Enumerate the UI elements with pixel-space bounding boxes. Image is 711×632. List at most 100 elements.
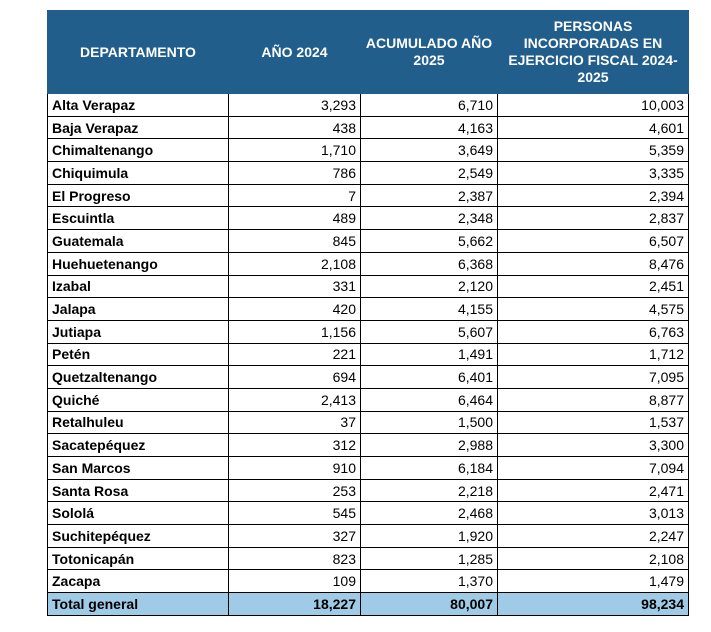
table-row: Jalapa 420 4,155 4,575	[47, 297, 689, 321]
table-cell: 7,095	[497, 365, 689, 389]
table-cell: 3,649	[360, 138, 498, 163]
header-cell: ACUMULADO AÑO 2025	[360, 10, 498, 94]
table-cell: 6,464	[360, 387, 498, 412]
table-row: Izabal 331 2,120 2,451	[47, 274, 689, 299]
table-cell: 1,285	[360, 546, 498, 571]
table-cell: Santa Rosa	[47, 478, 229, 503]
table-cell: 3,013	[497, 501, 689, 526]
table-cell: 1,156	[228, 319, 361, 344]
table-cell: 2,471	[497, 478, 689, 503]
table-row: Suchitepéquez 327 1,920 2,247	[47, 524, 689, 548]
header-row: DEPARTAMENTO AÑO 2024 ACUMULADO AÑO 2025 PE…	[47, 10, 689, 94]
table-cell: Chiquimula	[47, 161, 229, 185]
table-row: Chiquimula 786 2,549 3,335	[47, 161, 689, 185]
table-row: Alta Verapaz 3,293 6,710 10,003	[47, 93, 689, 117]
table-cell: Jutiapa	[47, 319, 229, 344]
table-cell: Guatemala	[47, 229, 229, 253]
table-cell: 7	[228, 183, 361, 208]
table-row: Sacatepéquez 312 2,988 3,300	[47, 433, 689, 457]
table-cell: 2,837	[497, 206, 689, 231]
table-cell: Petén	[47, 342, 229, 367]
table-cell: Huehuetenango	[47, 251, 229, 276]
table-cell: 312	[228, 433, 361, 457]
table-cell: Chimaltenango	[47, 138, 229, 163]
total-cell: 18,227	[228, 592, 361, 616]
table-row: Zacapa 109 1,370 1,479	[47, 569, 689, 594]
table-cell: 2,988	[360, 433, 498, 457]
table-cell: Suchitepéquez	[47, 524, 229, 548]
total-cell: 80,007	[360, 592, 498, 616]
header-cell: AÑO 2024	[228, 10, 361, 94]
table-cell: 1,710	[228, 138, 361, 163]
table-row: Quiché 2,413 6,464 8,877	[47, 387, 689, 412]
table-cell: Jalapa	[47, 297, 229, 321]
table-cell: San Marcos	[47, 456, 229, 480]
table-cell: Escuintla	[47, 206, 229, 231]
table-cell: 2,108	[228, 251, 361, 276]
total-row: Total general 18,227 80,007 98,234	[47, 592, 689, 616]
table-cell: 6,507	[497, 229, 689, 253]
table-row: Petén 221 1,491 1,712	[47, 342, 689, 367]
table-cell: 438	[228, 115, 361, 140]
table-cell: 6,401	[360, 365, 498, 389]
table-cell: 1,491	[360, 342, 498, 367]
table-cell: 10,003	[497, 93, 689, 117]
total-cell: 98,234	[497, 592, 689, 616]
table-cell: 2,413	[228, 387, 361, 412]
table-cell: 37	[228, 410, 361, 435]
table-cell: Izabal	[47, 274, 229, 299]
table-cell: 2,451	[497, 274, 689, 299]
table-cell: Alta Verapaz	[47, 93, 229, 117]
table-cell: Retalhuleu	[47, 410, 229, 435]
table-cell: Zacapa	[47, 569, 229, 594]
table-cell: Totonicapán	[47, 546, 229, 571]
header-cell: DEPARTAMENTO	[47, 10, 229, 94]
table-row: Jutiapa 1,156 5,607 6,763	[47, 319, 689, 344]
table-cell: 1,712	[497, 342, 689, 367]
table-cell: 5,662	[360, 229, 498, 253]
table-row: Retalhuleu 37 1,500 1,537	[47, 410, 689, 435]
table-cell: 2,247	[497, 524, 689, 548]
table-cell: 5,359	[497, 138, 689, 163]
table-cell: 331	[228, 274, 361, 299]
table-cell: 2,108	[497, 546, 689, 571]
table-cell: 4,575	[497, 297, 689, 321]
total-cell: Total general	[47, 592, 229, 616]
table-cell: 6,184	[360, 456, 498, 480]
table-row: Huehuetenango 2,108 6,368 8,476	[47, 251, 689, 276]
table-cell: 4,163	[360, 115, 498, 140]
table-cell: 221	[228, 342, 361, 367]
table-row: Quetzaltenango 694 6,401 7,095	[47, 365, 689, 389]
table-row: Santa Rosa 253 2,218 2,471	[47, 478, 689, 503]
table-cell: 4,155	[360, 297, 498, 321]
table-row: Guatemala 845 5,662 6,507	[47, 229, 689, 253]
table-cell: 845	[228, 229, 361, 253]
table-cell: 910	[228, 456, 361, 480]
table-cell: 2,549	[360, 161, 498, 185]
table-cell: 6,710	[360, 93, 498, 117]
table-cell: 2,348	[360, 206, 498, 231]
table-cell: 7,094	[497, 456, 689, 480]
table-row: Chimaltenango 1,710 3,649 5,359	[47, 138, 689, 163]
table-cell: 3,293	[228, 93, 361, 117]
table-cell: 2,218	[360, 478, 498, 503]
table-row: Baja Verapaz 438 4,163 4,601	[47, 115, 689, 140]
table-cell: 2,120	[360, 274, 498, 299]
table-cell: 8,476	[497, 251, 689, 276]
table-cell: 109	[228, 569, 361, 594]
table-cell: 2,468	[360, 501, 498, 526]
table-cell: 6,368	[360, 251, 498, 276]
table-cell: 5,607	[360, 319, 498, 344]
table-cell: 420	[228, 297, 361, 321]
table-row: Escuintla 489 2,348 2,837	[47, 206, 689, 231]
table-cell: 253	[228, 478, 361, 503]
table-cell: 694	[228, 365, 361, 389]
table-row: El Progreso 7 2,387 2,394	[47, 183, 689, 208]
table-row: Totonicapán 823 1,285 2,108	[47, 546, 689, 571]
table-cell: 786	[228, 161, 361, 185]
table-cell: Sololá	[47, 501, 229, 526]
table-cell: Quiché	[47, 387, 229, 412]
table-row: San Marcos 910 6,184 7,094	[47, 456, 689, 480]
table-cell: 3,335	[497, 161, 689, 185]
table-cell: El Progreso	[47, 183, 229, 208]
